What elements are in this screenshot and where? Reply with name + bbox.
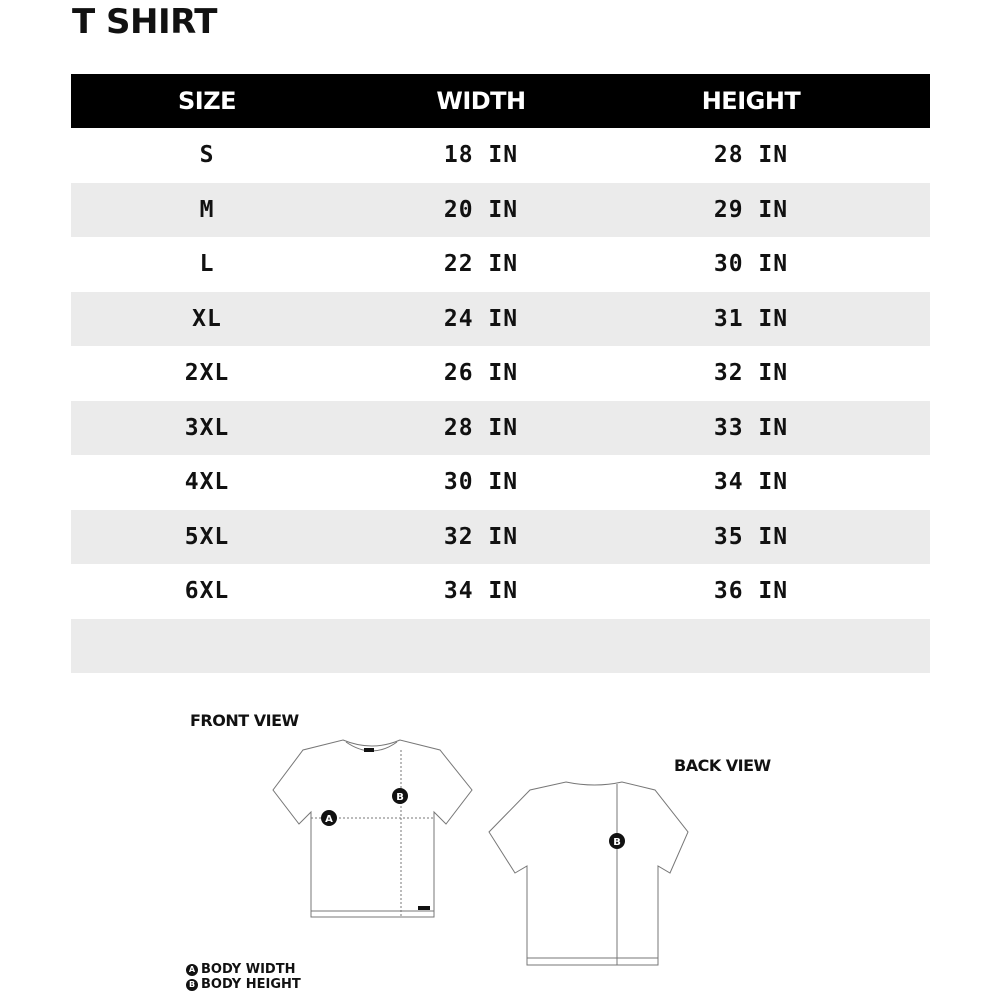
- legend-item-body-height: B BODY HEIGHT: [186, 977, 301, 992]
- cell-width: 20 IN: [443, 196, 519, 223]
- table-header: SIZE WIDTH HEIGHT: [71, 74, 930, 128]
- header-width: WIDTH: [436, 87, 526, 115]
- table-row: 2XL 26 IN 32 IN: [71, 346, 930, 401]
- cell-width: 28 IN: [443, 414, 519, 441]
- marker-b-front: B: [392, 788, 408, 804]
- header-height: HEIGHT: [701, 87, 801, 115]
- size-table: SIZE WIDTH HEIGHT S 18 IN 28 IN M 20 IN 29 IN…: [71, 74, 930, 673]
- legend-label: BODY HEIGHT: [201, 977, 301, 992]
- cell-height: 29 IN: [713, 196, 789, 223]
- cell-width: 30 IN: [443, 469, 519, 496]
- cell-height: 35 IN: [713, 523, 789, 550]
- cell-size: XL: [192, 305, 222, 332]
- header-size: SIZE: [177, 87, 237, 115]
- table-row: 4XL 30 IN 34 IN: [71, 455, 930, 510]
- cell-width: 32 IN: [443, 523, 519, 550]
- marker-b-back: B: [609, 833, 625, 849]
- cell-height: 34 IN: [713, 469, 789, 496]
- svg-text:B: B: [613, 837, 621, 848]
- cell-size: 4XL: [184, 469, 230, 496]
- table-row: 5XL 32 IN 35 IN: [71, 509, 930, 564]
- legend-label: BODY WIDTH: [201, 962, 296, 977]
- svg-text:B: B: [396, 792, 404, 803]
- cell-size: 3XL: [184, 414, 230, 441]
- table-row: XL 24 IN 31 IN: [71, 291, 930, 346]
- cell-width: 26 IN: [443, 360, 519, 387]
- cell-height: 32 IN: [713, 360, 789, 387]
- cell-size: L: [199, 251, 215, 278]
- legend-item-body-width: A BODY WIDTH: [186, 962, 295, 977]
- cell-size: S: [199, 142, 215, 169]
- cell-size: 2XL: [184, 360, 230, 387]
- table-row: S 18 IN 28 IN: [71, 128, 930, 183]
- cell-height: 28 IN: [713, 142, 789, 169]
- cell-width: 34 IN: [443, 578, 519, 605]
- cell-size: 5XL: [184, 523, 230, 550]
- marker-a: A: [321, 810, 337, 826]
- back-view-label: BACK VIEW: [674, 756, 771, 775]
- marker-b-icon: B: [186, 978, 198, 991]
- table-row: 3XL 28 IN 33 IN: [71, 400, 930, 455]
- table-row: L 22 IN 30 IN: [71, 237, 930, 292]
- cell-size: 6XL: [184, 578, 230, 605]
- back-shirt: [488, 781, 689, 966]
- front-shirt: [272, 739, 473, 918]
- cell-height: 33 IN: [713, 414, 789, 441]
- marker-a-icon: A: [186, 963, 198, 976]
- table-row: [71, 618, 930, 673]
- table-row: M 20 IN 29 IN: [71, 182, 930, 237]
- cell-height: 30 IN: [713, 251, 789, 278]
- cell-width: 18 IN: [443, 142, 519, 169]
- cell-width: 22 IN: [443, 251, 519, 278]
- page-title: T SHIRT: [72, 2, 217, 42]
- cell-width: 24 IN: [443, 305, 519, 332]
- cell-size: M: [199, 196, 215, 223]
- front-view-label: FRONT VIEW: [190, 711, 299, 730]
- cell-height: 31 IN: [713, 305, 789, 332]
- svg-text:A: A: [325, 814, 333, 825]
- table-row: 6XL 34 IN 36 IN: [71, 564, 930, 619]
- cell-height: 36 IN: [713, 578, 789, 605]
